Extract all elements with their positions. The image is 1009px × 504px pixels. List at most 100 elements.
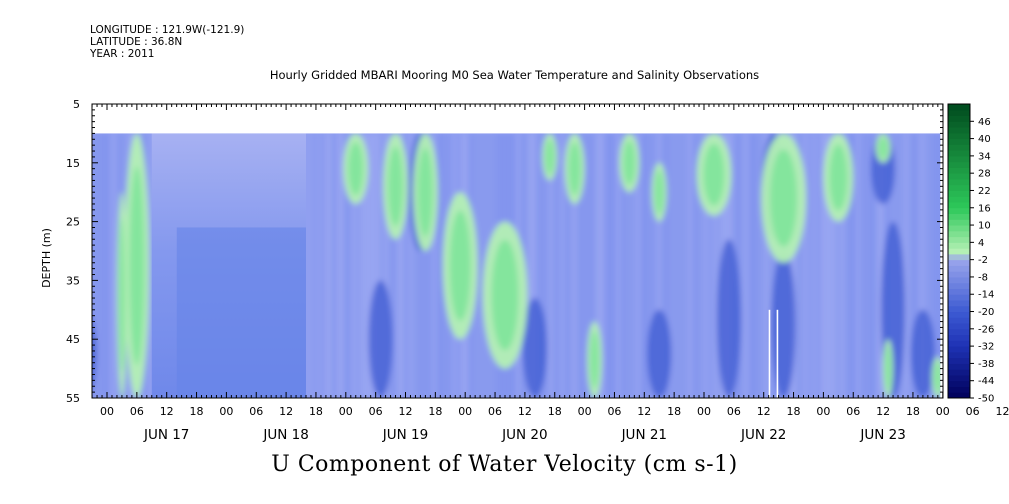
heatmap-cell — [108, 133, 114, 398]
x-tick-label: 18 — [667, 405, 681, 418]
x-tick-label: 18 — [548, 405, 562, 418]
x-tick-label: 12 — [399, 405, 413, 418]
heatmap-cell — [576, 133, 582, 398]
heatmap-cell — [600, 133, 606, 398]
heatmap-cell — [388, 133, 394, 398]
negative-velocity-core — [647, 309, 672, 398]
heatmap-cell — [596, 133, 602, 398]
x-tick-label: 00 — [578, 405, 592, 418]
colorbar-swatch — [948, 184, 970, 191]
colorbar-swatch — [948, 351, 970, 359]
colorbar-swatch — [948, 132, 970, 140]
colorbar-swatch — [948, 253, 970, 261]
x-tick-label: 12 — [637, 405, 651, 418]
positive-velocity-core — [623, 140, 636, 185]
colorbar-swatch — [948, 363, 970, 370]
heatmap-cell — [940, 133, 941, 398]
colorbar-swatch — [948, 161, 970, 168]
y-tick-label: 55 — [66, 392, 80, 405]
heatmap-cell — [428, 133, 434, 398]
heatmap-cell — [916, 133, 922, 398]
y-tick-label: 5 — [73, 98, 80, 111]
colorbar-label: -44 — [978, 376, 994, 387]
x-tick-label: 06 — [130, 405, 144, 418]
x-tick-label: 18 — [787, 405, 801, 418]
colorbar-swatch — [948, 242, 970, 249]
heatmap-cell — [540, 133, 546, 398]
heatmap-cell — [752, 133, 758, 398]
heatmap-cell — [924, 133, 930, 398]
colorbar-label: -8 — [978, 272, 988, 283]
x-tick-label: 18 — [190, 405, 204, 418]
y-tick-label: 15 — [66, 157, 80, 170]
heatmap-cell — [660, 133, 666, 398]
positive-velocity-core — [885, 346, 892, 391]
day-label: JUN 20 — [501, 427, 547, 443]
y-tick-label: 45 — [66, 333, 80, 346]
heatmap-cell — [744, 133, 750, 398]
heatmap-cell — [608, 133, 614, 398]
heatmap-cell — [304, 133, 310, 398]
heatmap-cell — [528, 133, 534, 398]
heatmap-cell — [604, 133, 610, 398]
colorbar-swatch — [948, 328, 970, 336]
heatmap-cell — [580, 133, 586, 398]
colorbar-swatch — [948, 150, 970, 157]
heatmap-cell — [524, 133, 530, 398]
positive-velocity-core — [449, 210, 471, 321]
heatmap-cell — [712, 133, 718, 398]
colorbar-label: -38 — [978, 359, 994, 370]
negative-velocity-core — [716, 239, 741, 398]
heatmap-cell — [864, 133, 870, 398]
x-tick-label: 00 — [100, 405, 114, 418]
heatmap-cell — [100, 133, 106, 398]
colorbar-label: 10 — [978, 221, 991, 232]
heatmap-cell — [148, 133, 154, 398]
heatmap-cell — [668, 133, 674, 398]
heatmap-cell — [748, 133, 754, 398]
heatmap-cell — [820, 133, 826, 398]
colorbar-swatch — [948, 265, 970, 272]
y-tick-label: 25 — [66, 216, 80, 229]
negative-velocity-core — [522, 298, 547, 398]
axes: 5 15 25 35 45 55 00 06 12 18 00 06 12 18 00 06 12 18 00 06 1… — [66, 98, 1009, 443]
heatmap-cell — [768, 133, 774, 398]
heatmap-cell — [544, 133, 550, 398]
colorbar-swatch — [948, 225, 970, 232]
heatmap-cell — [844, 133, 850, 398]
positive-velocity-core — [491, 239, 519, 351]
colorbar-label: 28 — [978, 169, 991, 180]
day-label: JUN 21 — [621, 427, 667, 443]
x-tick-label: 06 — [607, 405, 621, 418]
heatmap-cell — [548, 133, 554, 398]
heatmap-cell — [628, 133, 634, 398]
heatmap-cell — [704, 133, 710, 398]
x-tick-label: 12 — [996, 405, 1009, 418]
heatmap-cell — [348, 133, 354, 398]
x-tick-label: 06 — [249, 405, 263, 418]
heatmap-cell — [928, 133, 934, 398]
x-tick-label: 12 — [876, 405, 890, 418]
interpolated-gap-deep — [176, 227, 306, 398]
y-tick-label: 35 — [66, 274, 80, 287]
colorbar-swatch — [948, 230, 970, 238]
positive-velocity-core — [118, 217, 125, 373]
heatmap-cell — [824, 133, 830, 398]
heatmap-cell — [872, 133, 878, 398]
heatmap-cell — [936, 133, 941, 398]
positive-velocity-core — [934, 361, 941, 393]
negative-velocity-core — [368, 280, 393, 398]
colorbar-swatch — [948, 369, 970, 376]
negative-velocity-core — [910, 309, 935, 398]
heatmap-cell — [808, 133, 814, 398]
heatmap-cell — [368, 133, 374, 398]
heatmap-cell — [860, 133, 866, 398]
heatmap-cell — [356, 133, 362, 398]
x-tick-label: 18 — [906, 405, 920, 418]
heatmap-cell — [736, 133, 742, 398]
heatmap-cell — [476, 133, 482, 398]
heatmap-cell — [688, 133, 694, 398]
heatmap-cell — [308, 133, 314, 398]
x-tick-label: 12 — [160, 405, 174, 418]
heatmap-cell — [620, 133, 626, 398]
